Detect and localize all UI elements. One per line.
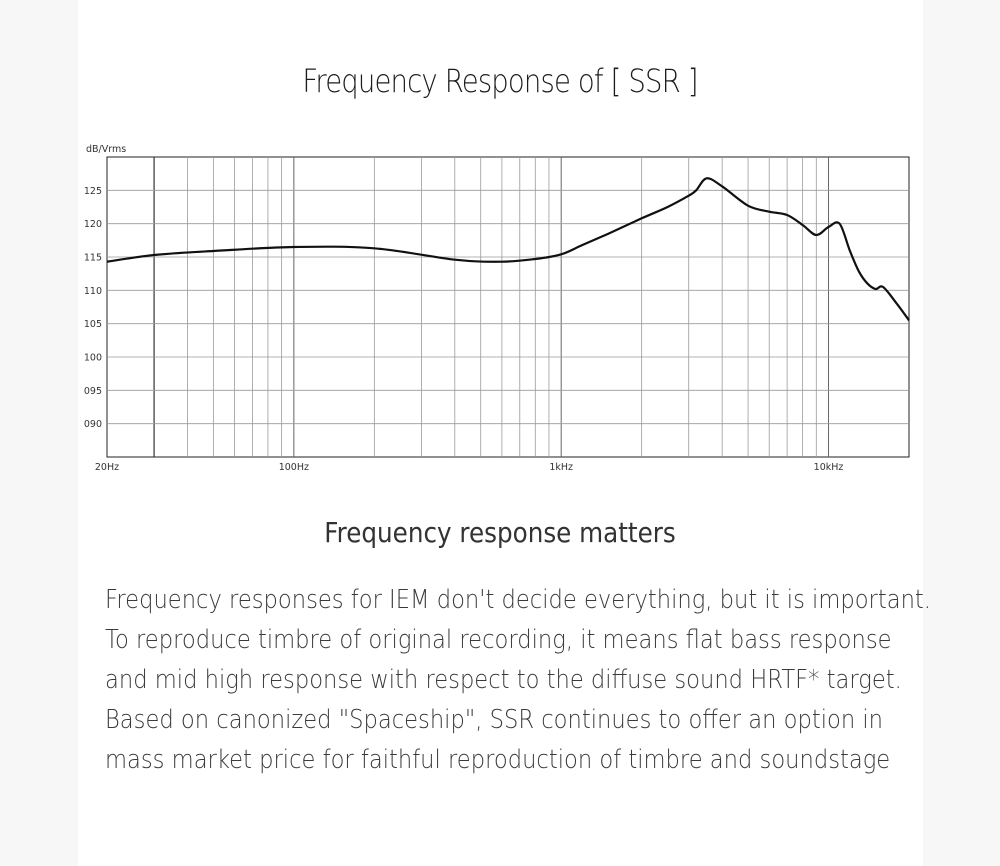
y-tick-label: 110 (84, 286, 102, 297)
paragraph-line: and mid high response with respect to th… (105, 665, 902, 695)
description-paragraph: Frequency responses for IEM don't decide… (105, 580, 931, 780)
frequency-response-chart: 090 095 100 105 110 115 120 125 20Hz 100Hz 1kHz 10k… (84, 144, 910, 473)
paragraph-line: mass market price for faithful reproduct… (105, 745, 891, 775)
y-tick-label: 115 (84, 253, 102, 264)
y-tick-label: 120 (84, 219, 102, 230)
paragraph-line: Frequency responses for IEM don't decide… (105, 585, 931, 615)
y-tick-label: 095 (84, 386, 102, 397)
section-heading: Frequency response matters (324, 516, 676, 549)
x-tick-label: 100Hz (279, 462, 309, 473)
x-tick-label: 20Hz (95, 462, 119, 473)
x-tick-label: 1kHz (549, 462, 573, 473)
plot-area (106, 156, 910, 458)
y-tick-label: 125 (84, 186, 102, 197)
paragraph-line: To reproduce timbre of original recordin… (105, 625, 892, 655)
y-tick-label: 090 (84, 419, 102, 430)
y-tick-label: 105 (84, 319, 102, 330)
y-axis-label: dB/Vrms (86, 144, 126, 155)
paragraph-line: Based on canonized "Spaceship", SSR cont… (105, 705, 884, 735)
x-tick-label: 10kHz (814, 462, 844, 473)
y-tick-label: 100 (84, 353, 102, 364)
chart-title: Frequency Response of [ SSR ] (302, 62, 698, 100)
frequency-response-curve (106, 177, 910, 321)
